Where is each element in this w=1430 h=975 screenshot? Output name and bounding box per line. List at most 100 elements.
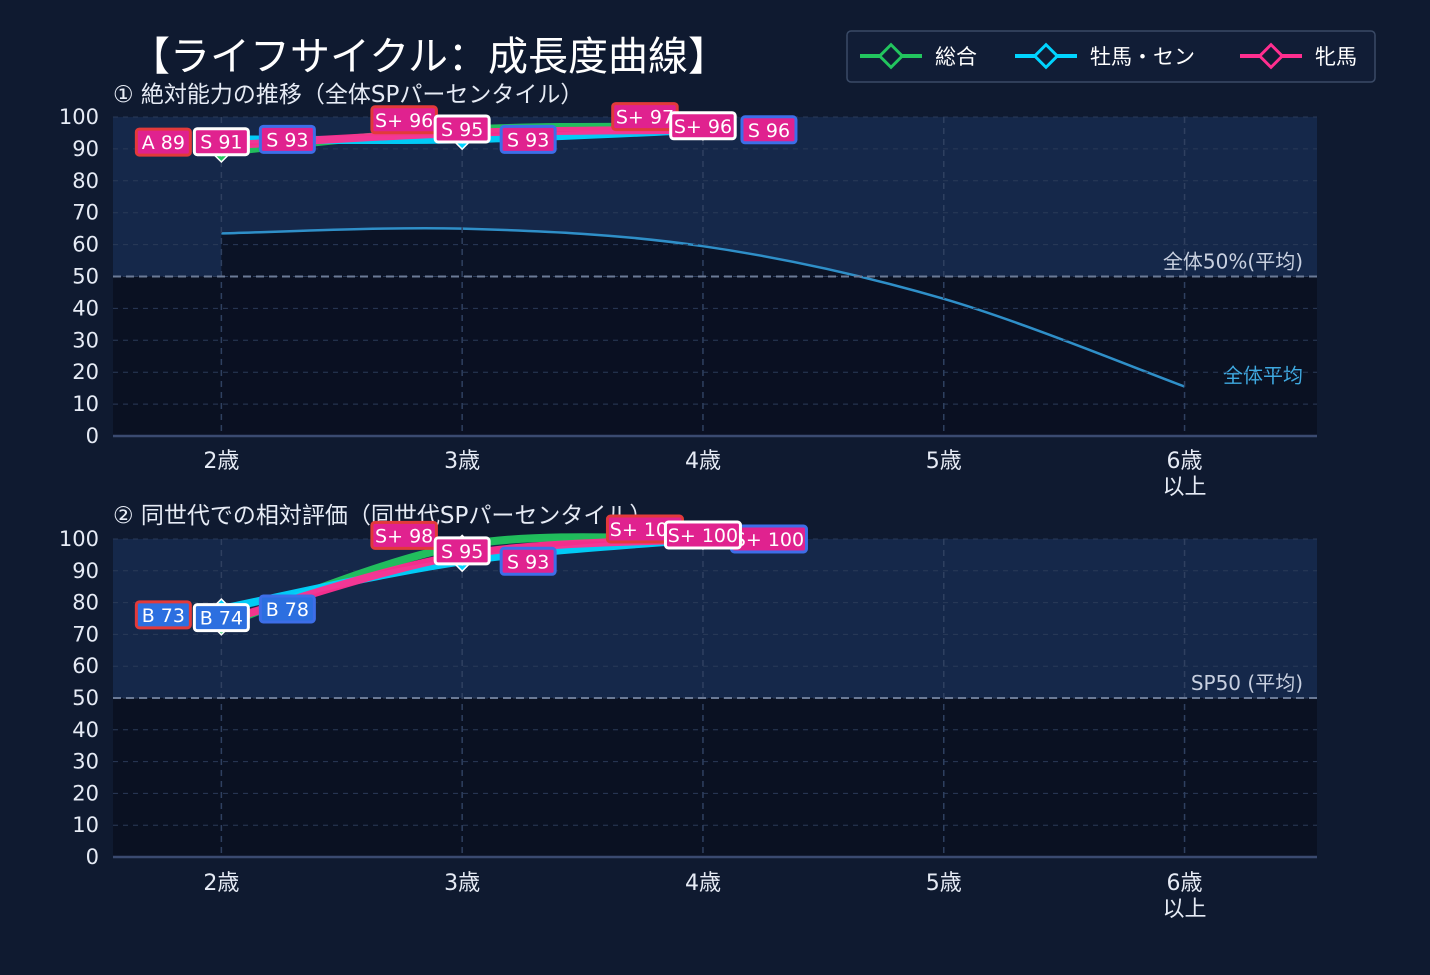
data-label-text: A 89 [142,132,185,154]
data-label-text: S 93 [507,129,549,151]
data-label-text: S+ 100 [668,525,738,547]
data-label-1: B 78 [258,594,316,624]
y-tick-label: 30 [72,750,99,774]
y-tick-label: 20 [72,360,99,384]
data-label-0: A 89 [134,127,192,157]
reference-label: 全体50%(平均) [1163,250,1303,274]
data-label-text: B 74 [200,608,243,630]
data-label-box [663,520,742,550]
y-tick-label: 70 [72,622,99,646]
y-tick-label: 10 [72,813,99,837]
chart-title: 【ライフサイクル：成長度曲線】 [130,34,728,80]
y-tick-label: 80 [72,169,99,193]
data-label-2: S+ 96 [669,111,737,141]
data-label-2: B 74 [192,603,250,633]
data-label-box [499,124,557,154]
legend-marker-1 [1032,42,1060,70]
data-label-box [134,600,192,630]
data-label-box [499,546,557,576]
y-tick-label: 90 [72,137,99,161]
y-tick-label: 40 [72,296,99,320]
data-label-1: S 93 [258,124,316,154]
y-tick-label: 80 [72,591,99,615]
data-label-text: S+ 97 [616,107,674,129]
data-label-1: S 93 [499,124,557,154]
data-label-box [134,127,192,157]
y-tick-label: 30 [72,328,99,352]
data-label-box [258,594,316,624]
x-tick-label: 5歳 [926,449,962,474]
x-tick-label: 4歳 [685,449,721,474]
data-label-0: S+ 97 [611,102,679,132]
x-tick-label: 6歳以上 [1163,449,1207,500]
x-tick-label: 3歳 [444,871,480,896]
data-label-2: S 95 [433,114,491,144]
data-label-2: S+ 100 [663,520,742,550]
data-label-0: S+ 100 [605,514,684,544]
data-label-box [258,124,316,154]
data-label-box [669,111,737,141]
data-label-text: S+ 96 [674,116,732,138]
data-label-box [433,114,491,144]
data-label-2: S 91 [192,127,250,157]
data-label-text: S 95 [441,541,483,563]
data-label-box [433,536,491,566]
data-label-text: B 73 [142,605,185,627]
y-tick-label: 100 [59,527,99,551]
panel-title: ① 絶対能力の推移（全体SPパーセンタイル） [113,82,583,108]
y-tick-label: 10 [72,392,99,416]
data-label-0: S+ 96 [370,105,438,135]
average-line [221,226,1185,388]
x-tick-label: 2歳 [203,871,239,896]
y-tick-label: 0 [86,845,99,869]
y-tick-label: 60 [72,233,99,257]
legend-marker-2 [1257,42,1285,70]
y-tick-label: 40 [72,718,99,742]
data-label-text: S 96 [748,120,790,142]
legend-entry-0: 総合 [935,45,977,69]
data-label-text: S 95 [441,119,483,141]
y-tick-label: 50 [72,265,99,289]
data-label-1: S+ 100 [729,524,808,554]
data-label-box [370,520,438,550]
average-label: 全体平均 [1223,364,1303,388]
y-tick-label: 60 [72,654,99,678]
data-label-text: S+ 100 [734,529,804,551]
legend: 総合 牡馬・セン 牝馬 [846,30,1376,83]
data-label-text: S 91 [200,132,242,154]
panel-absolute: ① 絶対能力の推移（全体SPパーセンタイル） 全体平均 全体50%(平均) 0 10 20… [59,82,1317,500]
data-label-0: S+ 98 [370,520,438,550]
y-tick-label: 50 [72,686,99,710]
data-label-1: S 93 [499,546,557,576]
data-label-2: S 95 [433,536,491,566]
data-label-text: S+ 96 [375,110,433,132]
data-label-box [192,127,250,157]
y-tick-label: 70 [72,201,99,225]
plot-area-lower [113,698,1317,857]
y-tick-label: 90 [72,559,99,583]
y-tick-label: 20 [72,781,99,805]
legend-marker-0 [877,42,905,70]
x-tick-label: 5歳 [926,871,962,896]
legend-frame [846,30,1376,83]
panel-relative: ② 同世代での相対評価（同世代SPパーセンタイル）SP50 (平均)010203… [59,503,1317,922]
data-label-text: S 93 [266,129,308,151]
y-tick-label: 100 [59,105,99,129]
data-label-text: S+ 100 [610,519,680,541]
data-label-box [192,603,250,633]
x-tick-label: 2歳 [203,449,239,474]
data-label-box [740,115,798,145]
data-label-text: S 93 [507,551,549,573]
x-tick-label: 4歳 [685,871,721,896]
data-label-text: S+ 98 [375,525,433,547]
data-label-text: B 78 [266,599,309,621]
data-label-1: S 96 [740,115,798,145]
legend-entry-1: 牡馬・セン [1090,45,1195,69]
reference-label: SP50 (平均) [1191,671,1303,695]
legend-entry-2: 牝馬 [1315,45,1357,69]
x-tick-label: 6歳以上 [1163,871,1207,922]
x-tick-label: 3歳 [444,449,480,474]
y-tick-label: 0 [86,424,99,448]
